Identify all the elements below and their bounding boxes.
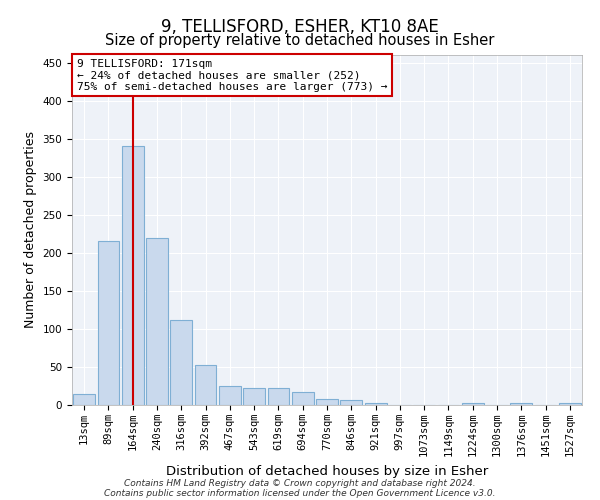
Bar (73, 394, 95, 405)
Text: Contains public sector information licensed under the Open Government Licence v3: Contains public sector information licen… (104, 488, 496, 498)
Bar (170, 320, 192, 405)
Y-axis label: Number of detached properties: Number of detached properties (24, 132, 37, 328)
Bar (219, 386, 241, 405)
Bar (292, 392, 314, 405)
Text: 9 TELLISFORD: 171sqm
← 24% of detached houses are smaller (252)
75% of semi-deta: 9 TELLISFORD: 171sqm ← 24% of detached h… (77, 59, 388, 92)
Bar (268, 388, 289, 405)
Bar (340, 400, 362, 405)
Bar (316, 399, 338, 405)
Text: 9, TELLISFORD, ESHER, KT10 8AE: 9, TELLISFORD, ESHER, KT10 8AE (161, 18, 439, 36)
Text: Contains HM Land Registry data © Crown copyright and database right 2024.: Contains HM Land Registry data © Crown c… (124, 478, 476, 488)
Bar (511, 404, 532, 405)
Text: Size of property relative to detached houses in Esher: Size of property relative to detached ho… (106, 32, 494, 48)
Bar (559, 404, 581, 405)
Bar (243, 388, 265, 405)
Bar (365, 404, 386, 405)
Bar (462, 404, 484, 405)
Bar (122, 146, 143, 405)
Bar (146, 238, 168, 405)
Bar (194, 364, 217, 405)
Bar (97, 242, 119, 405)
X-axis label: Distribution of detached houses by size in Esher: Distribution of detached houses by size … (166, 464, 488, 477)
